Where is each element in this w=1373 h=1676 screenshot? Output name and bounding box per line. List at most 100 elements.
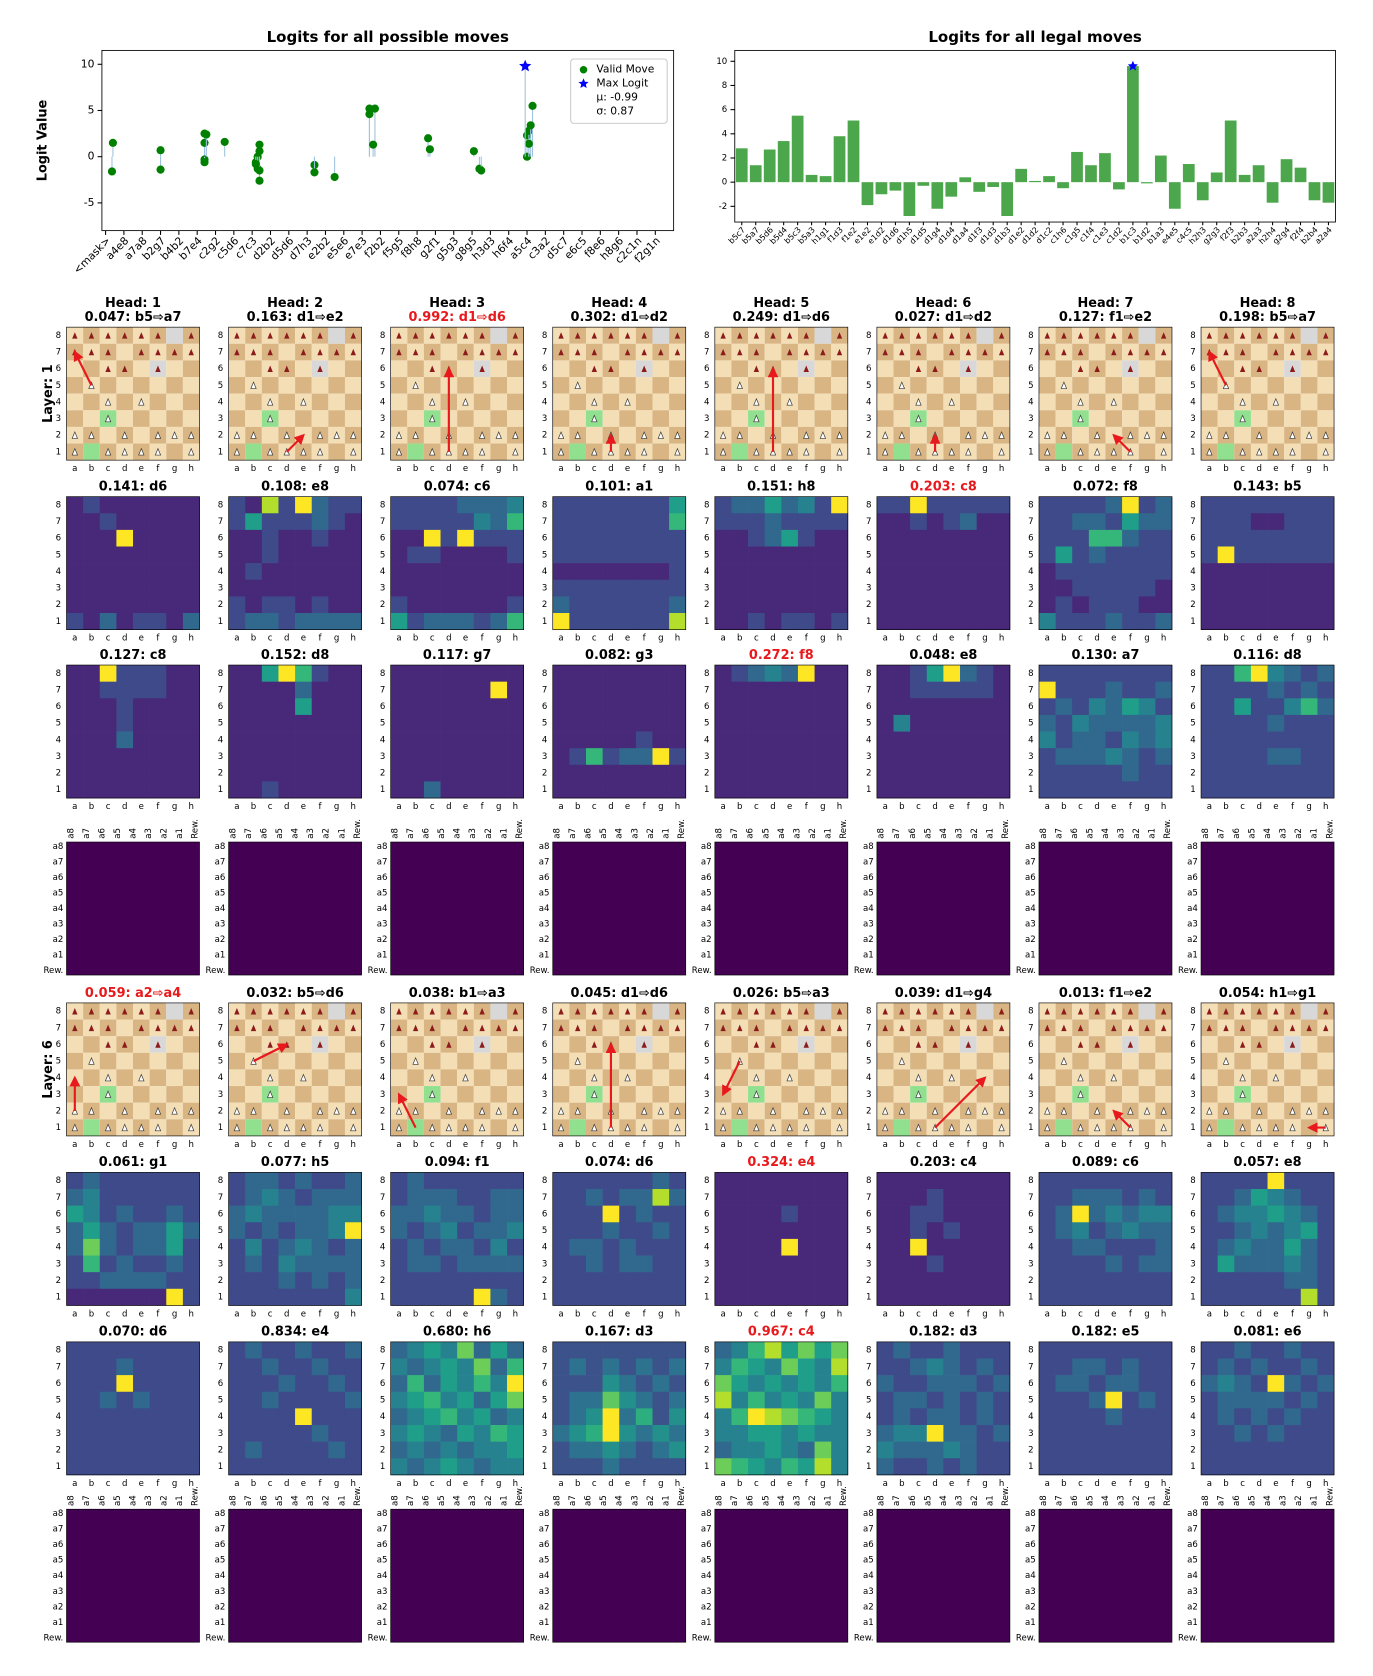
heat-cell [507,714,524,732]
heat-cell [731,529,749,547]
piece [300,332,307,339]
file-label: h [1161,1479,1166,1489]
piece [786,1123,793,1132]
heat-cell [1038,1425,1056,1442]
map-frame [714,1172,849,1306]
square [295,1086,312,1103]
heat-cell [1267,496,1285,514]
rank-label: 4 [56,735,61,745]
rank-label: 3 [218,584,223,594]
file-label: f [156,802,160,812]
matrix-y-label: a6 [863,1540,874,1550]
heat-cell [149,781,167,799]
heat-cell [407,613,425,630]
heat-cell [228,1172,246,1190]
piece [1044,332,1050,339]
panel-title: 0.070: d6 [99,1325,167,1340]
piece [333,1024,340,1032]
heat-cell [66,748,84,766]
heat-cell [149,1358,167,1376]
matrix-y-label: a3 [701,1587,712,1597]
file-label: c [754,464,759,474]
heat-cell [228,579,246,597]
heat-cell [714,665,732,682]
matrix-x-label: a5 [1085,1495,1095,1506]
heat-cell [943,1272,961,1290]
square [1155,410,1172,427]
heat-cell [1122,1341,1140,1359]
square [1284,410,1301,427]
piece [1094,1041,1100,1048]
piece [624,397,631,406]
heat-cell [669,1255,687,1273]
heat-cell [926,1358,944,1376]
matrix-y-label: a5 [863,888,874,898]
square [1201,1086,1218,1103]
heat-cell [295,714,313,732]
file-label: a [1045,1479,1050,1489]
square [943,426,961,444]
heat-cell [602,748,620,766]
heat-cell [423,1408,441,1426]
heat-cell [228,596,246,614]
heat-cell [602,665,620,682]
heat-cell [149,1375,167,1393]
heat-cell [552,1222,570,1240]
heat-cell [602,714,620,732]
rank-label: 5 [1190,1057,1195,1067]
heat-cell [764,579,782,597]
map-frame [66,664,200,799]
bar [1252,165,1265,183]
square [457,360,474,378]
heat-cell [133,563,150,581]
heat-cell [993,1391,1011,1409]
heat-cell [1234,731,1252,749]
piece [350,1106,357,1115]
file-label: e [625,802,630,812]
heat-cell [133,1441,150,1459]
heat-cell [83,1272,101,1290]
heat-cell [328,613,346,630]
matrix-y-label: Rew. [854,966,874,976]
file-label: c [106,802,111,812]
heat-cell [1201,764,1218,782]
rank-label: 4 [542,1243,547,1253]
heat-cell [731,731,749,749]
piece [266,1073,274,1082]
piece [267,1008,273,1015]
heat-cell [295,1272,313,1290]
point [156,146,165,155]
file-label: a [1207,802,1212,812]
rank-label: 8 [218,1007,223,1017]
heat-cell [976,1255,994,1273]
square [1138,1002,1156,1020]
heat-cell [228,1205,246,1223]
piece [316,447,324,456]
heat-cell [876,529,894,547]
file-label: g [172,1479,177,1489]
piece [396,348,402,356]
heat-cell [149,529,167,547]
piece [836,332,843,339]
square [781,1036,798,1053]
file-label: a [1045,634,1050,644]
heat-cell [943,1441,961,1459]
piece [1093,1106,1101,1115]
heat-cell [714,613,732,630]
rank-label: 3 [218,1090,223,1100]
rank-label: 3 [218,752,223,762]
heat-cell [116,1391,134,1409]
heat-cell [116,1205,134,1223]
piece [429,1008,435,1015]
heat-cell [182,1391,200,1409]
heat-cell [182,596,200,614]
heat-cell [1088,1255,1106,1273]
matrix-x-label: a7 [1216,828,1226,839]
heat-cell [116,1408,134,1426]
file-label: d [608,464,613,474]
file-label: c [268,1309,273,1319]
heat-cell [423,714,441,732]
heat-cell [1088,1441,1106,1459]
rank-label: 6 [1028,1379,1033,1389]
piece [965,1008,972,1015]
